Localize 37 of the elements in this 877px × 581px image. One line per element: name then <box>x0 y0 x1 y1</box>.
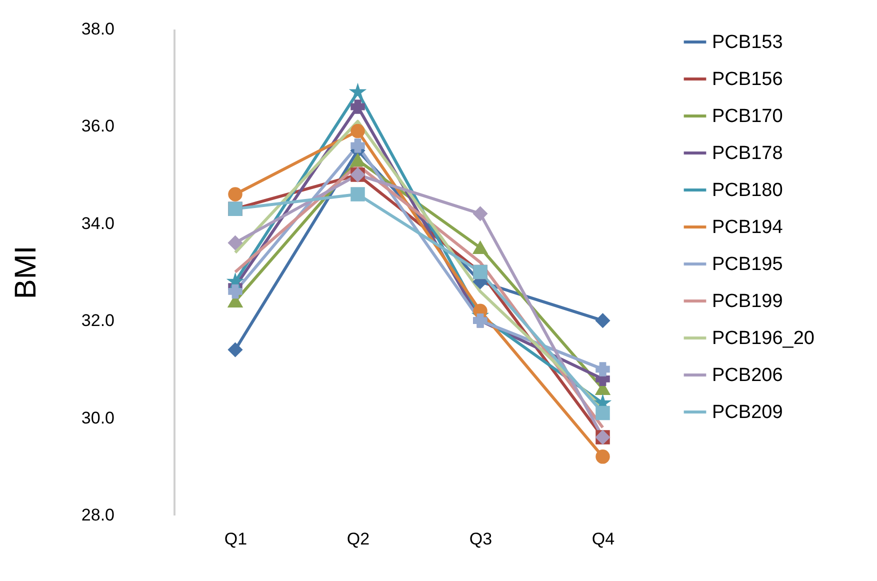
y-tick-label: 32.0 <box>81 311 114 330</box>
x-tick-label: Q1 <box>224 530 248 548</box>
legend-label: PCB209 <box>712 402 783 423</box>
point <box>596 362 610 376</box>
x-tick-label: Q4 <box>592 530 615 548</box>
y-tick-label: 38.0 <box>81 20 114 38</box>
point <box>228 284 242 299</box>
point <box>350 100 365 114</box>
point <box>350 154 365 167</box>
point <box>596 450 610 464</box>
point <box>473 206 488 221</box>
x-tick-label: Q3 <box>469 530 492 548</box>
y-axis-title: BMI <box>9 246 42 300</box>
legend-label: PCB180 <box>712 180 783 201</box>
y-tick-label: 36.0 <box>81 116 114 136</box>
legend-label: PCB196_20 <box>712 328 814 349</box>
y-tick-label: 30.0 <box>81 408 114 428</box>
legend-label: PCB170 <box>712 106 783 127</box>
x-tick-label: Q2 <box>346 530 370 548</box>
legend-label: PCB199 <box>712 291 783 312</box>
y-tick-label: 34.0 <box>81 214 114 233</box>
point <box>228 187 242 202</box>
y-tick-label: 28.0 <box>81 506 114 524</box>
legend-label: PCB178 <box>712 143 783 164</box>
point <box>228 342 242 357</box>
point <box>228 236 242 250</box>
point <box>596 406 610 420</box>
legend-label: PCB156 <box>712 69 783 90</box>
point <box>596 313 610 328</box>
legend-label: PCB194 <box>712 217 784 238</box>
point <box>350 124 365 138</box>
legend-label: PCB153 <box>712 32 783 53</box>
legend-label: PCB206 <box>712 365 783 386</box>
point <box>350 187 365 202</box>
legend-label: PCB195 <box>712 254 783 275</box>
point <box>473 241 488 254</box>
point <box>350 138 365 153</box>
